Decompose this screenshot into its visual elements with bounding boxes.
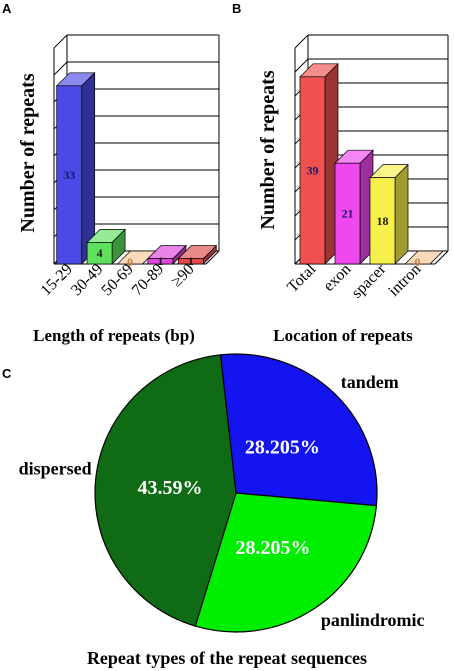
floor-edge-right — [205, 250, 220, 265]
bar-front — [334, 162, 361, 265]
bar-front — [369, 177, 396, 265]
bar-1 — [299, 62, 339, 265]
x-tick-label: Total — [284, 260, 319, 295]
pie-title: Repeat types of the repeat sequences — [87, 648, 367, 668]
bar-front — [177, 258, 204, 265]
bar-data-label: 39 — [307, 163, 319, 177]
bar-side — [394, 163, 409, 265]
panel-c-letter: C — [2, 366, 12, 381]
pie-slice-panlindromic — [194, 492, 378, 633]
floor-edge-right — [434, 250, 449, 265]
bar-data-label: 33 — [63, 168, 75, 182]
bar-top — [404, 250, 444, 265]
bar-data-label: 18 — [377, 214, 389, 228]
bar-front — [56, 85, 83, 265]
chart-b-ylabel: Number of repeats — [257, 70, 279, 229]
pie-slice-name: dispersed — [19, 458, 92, 478]
bar-front — [147, 258, 174, 265]
bar-front — [299, 76, 326, 265]
x-tick-label: 15-29 — [38, 261, 76, 299]
gridline-side — [53, 34, 68, 49]
bar-2 — [86, 228, 126, 265]
pie-slice-name: panlindromic — [321, 610, 425, 630]
bar-data-label: 21 — [342, 207, 354, 221]
panel-b-letter: B — [232, 1, 241, 16]
bar-data-label: 4 — [97, 246, 103, 260]
pie-percent-label: 43.59% — [138, 477, 203, 499]
gridline-side — [294, 34, 309, 49]
gridline-side — [53, 61, 68, 76]
x-tick-label: 30-49 — [68, 261, 106, 299]
x-tick-label: spacer — [348, 260, 389, 301]
pie-percent-label: 28.205% — [236, 537, 311, 559]
chart-a-ylabel: Number of repeats — [17, 73, 39, 232]
pie-slice-dispersed — [94, 354, 237, 627]
bar-chart-length: Number of repeats Length of repeats (bp)… — [17, 34, 220, 345]
bar-front — [86, 242, 113, 265]
chart-a-xlabel: Length of repeats (bp) — [33, 326, 195, 345]
pie-slice-tandem — [219, 353, 378, 507]
gridline-side — [294, 58, 309, 73]
bar-1 — [55, 71, 96, 265]
bar-side — [81, 71, 96, 265]
pie-percent-label: 28.205% — [245, 436, 320, 458]
bar-data-label: 0 — [415, 255, 421, 269]
pie-slice-name: tandem — [341, 372, 399, 392]
bar-data-label: 0 — [127, 255, 133, 269]
pie-chart-repeat-types: Repeat types of the repeat sequences 28.… — [19, 353, 425, 668]
bar-3 — [369, 163, 409, 265]
bar-data-label: 1 — [157, 254, 163, 268]
bar-data-label: 1 — [188, 254, 194, 268]
bar-4 — [404, 250, 444, 265]
panel-a-letter: A — [2, 1, 12, 16]
chart-b-xlabel: Location of repeats — [273, 326, 413, 345]
bar-chart-location: Number of repeats Location of repeats 39… — [257, 34, 449, 345]
bar-5 — [177, 244, 218, 265]
bar-4 — [147, 244, 187, 265]
